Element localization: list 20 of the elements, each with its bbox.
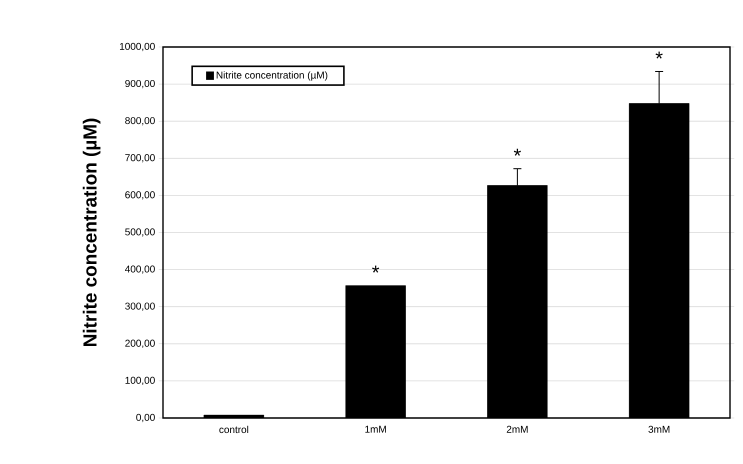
annotation: * <box>372 266 380 273</box>
y-tick-label: 100,00 <box>126 376 155 386</box>
y-tick-label: 300,00 <box>125 302 155 311</box>
y-tick-label: 1000,00 <box>120 42 155 52</box>
annotation: * <box>656 52 663 59</box>
y-tick-label: 400,00 <box>124 265 155 274</box>
x-tick-label: 1mM <box>365 426 386 433</box>
y-tick-label: 800,00 <box>125 117 155 126</box>
x-tick-label: 2mM <box>506 426 528 433</box>
y-tick-label: 0,00 <box>136 414 155 422</box>
y-tick-label: 900,00 <box>125 80 155 88</box>
y-axis-title: Nitrite concentration (µM) <box>82 118 100 346</box>
y-tick-label: 500,00 <box>125 228 155 237</box>
y-tick-label: 700,00 <box>125 154 155 162</box>
annotation: * <box>514 148 521 156</box>
legend-label: Nitrite concentration (µM) <box>216 71 328 81</box>
x-tick-label: 3mM <box>648 426 670 433</box>
y-tick-label: 200,00 <box>125 340 155 348</box>
y-tick-label: 600,00 <box>125 191 155 200</box>
x-tick-label: control <box>219 426 248 434</box>
